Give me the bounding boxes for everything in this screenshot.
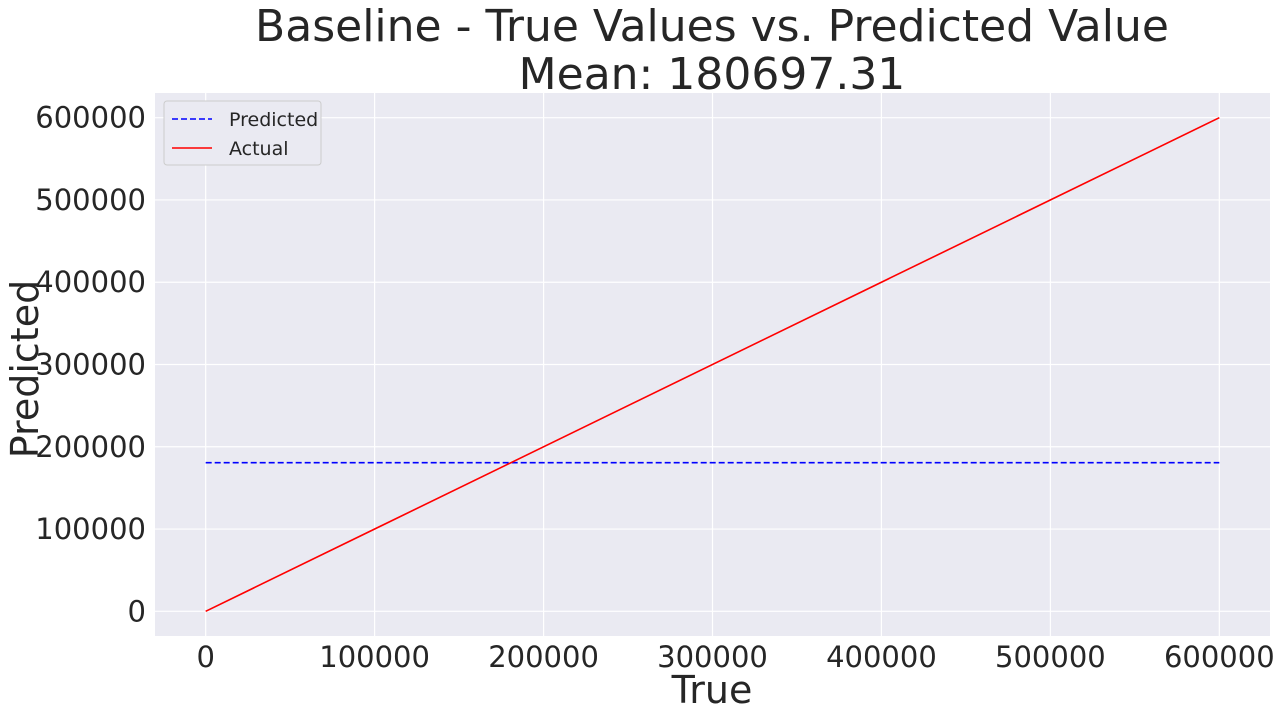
series-lines (205, 116, 1220, 613)
y-tick-label: 300000 (35, 348, 146, 382)
y-axis-ticks: 0 100000 200000 300000 400000 500000 600000 (35, 101, 146, 629)
chart-title: Baseline - True Values vs. Predicted Val… (255, 1, 1169, 52)
x-tick-label: 0 (196, 640, 214, 674)
y-tick-label: 400000 (35, 265, 146, 299)
x-axis-ticks: 0 100000 200000 300000 400000 500000 600000 (196, 640, 1274, 674)
x-tick-label: 200000 (488, 640, 599, 674)
legend: Predicted Actual (163, 100, 322, 166)
x-tick-label: 100000 (319, 640, 430, 674)
y-tick-label: 500000 (35, 183, 146, 217)
x-tick-label: 500000 (995, 640, 1106, 674)
y-axis-label: Predicted (3, 280, 47, 458)
chart-subtitle: Mean: 180697.31 (519, 49, 906, 100)
x-tick-label: 300000 (657, 640, 768, 674)
legend-label-predicted: Predicted (229, 109, 318, 131)
y-tick-label: 0 (128, 594, 146, 628)
series-line-actual (205, 116, 1220, 613)
x-axis-label: True (671, 668, 753, 712)
x-tick-label: 600000 (1164, 640, 1275, 674)
y-tick-label: 600000 (35, 101, 146, 135)
legend-box (163, 100, 322, 166)
legend-label-actual: Actual (229, 138, 289, 160)
x-tick-label: 400000 (826, 640, 937, 674)
y-tick-label: 100000 (35, 512, 146, 546)
y-tick-label: 200000 (35, 430, 146, 464)
